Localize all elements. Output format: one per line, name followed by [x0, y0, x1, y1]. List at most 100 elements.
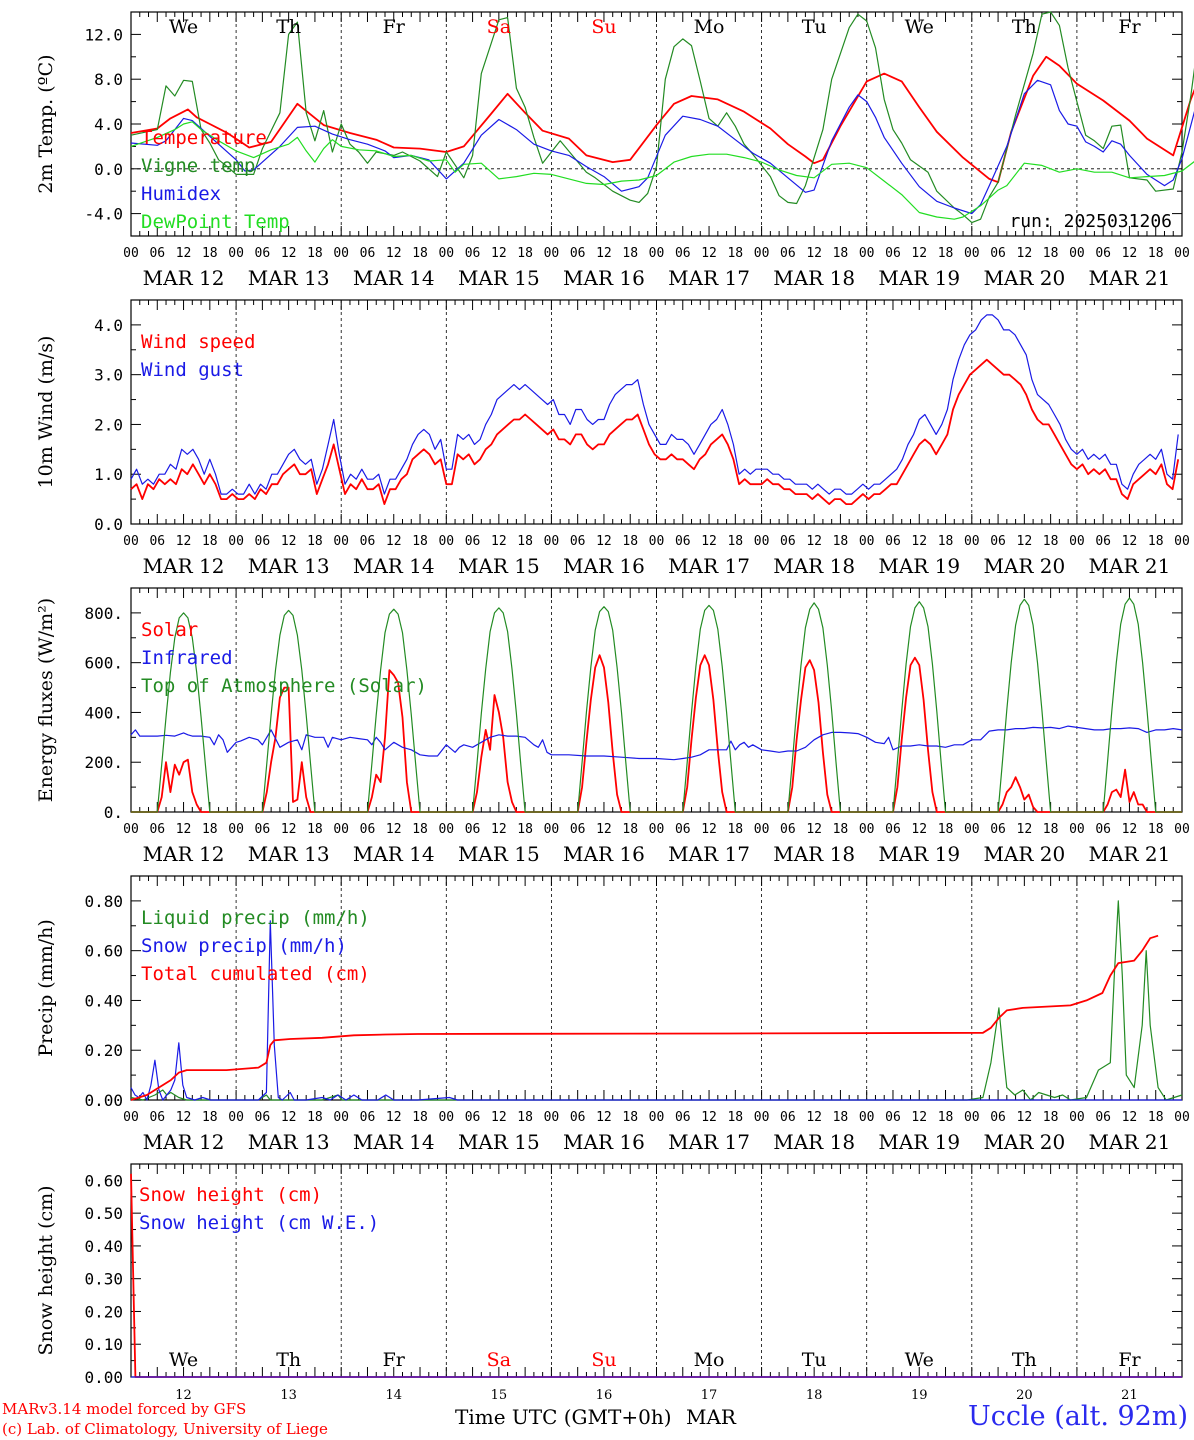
x-hour-label: 12: [281, 246, 297, 261]
x-hour-label: 00: [754, 534, 770, 549]
x-hour-label: 06: [255, 534, 271, 549]
x-hour-label: 00: [228, 822, 244, 837]
x-hour-label: 18: [1148, 1110, 1164, 1125]
x-hour-label: 06: [149, 534, 165, 549]
legend-entry: Liquid precip (mm/h): [141, 907, 370, 929]
legend-entry: Snow height (cm): [139, 1184, 322, 1206]
x-hour-label: 12: [1017, 1110, 1033, 1125]
x-hour-label: 18: [517, 1110, 533, 1125]
x-day-label: MAR 12: [143, 1130, 225, 1154]
weekday-label: Fr: [1118, 16, 1141, 38]
weekday-label: Mo: [694, 1349, 725, 1371]
x-hour-label: 18: [622, 246, 638, 261]
x-hour-label: 00: [123, 246, 139, 261]
series-group: [130, 1173, 1182, 1378]
x-hour-label: 18: [1043, 534, 1059, 549]
x-hour-label: 00: [754, 246, 770, 261]
x-hour-label: 18: [1148, 246, 1164, 261]
x-day-label: MAR 21: [1089, 554, 1171, 578]
legend-entry: Total cumulated (cm): [141, 963, 370, 985]
legend-entry: Temperature: [141, 127, 267, 149]
weekday-label: We: [905, 1349, 934, 1371]
x-hour-label: 00: [859, 534, 875, 549]
y-tick-label: 4.0: [94, 115, 123, 134]
series-snow-precip-mm-h: [130, 920, 1182, 1101]
x-day-label: MAR 21: [1089, 842, 1171, 866]
x-hour-label: 06: [1095, 534, 1111, 549]
x-day-label: MAR 13: [248, 554, 330, 578]
x-hour-label: 06: [780, 246, 796, 261]
x-hour-label: 00: [1069, 534, 1085, 549]
x-hour-label: 06: [360, 1110, 376, 1125]
x-hour-label: 18: [833, 1110, 849, 1125]
x-hour-label: 06: [360, 246, 376, 261]
panel-5: 0.00 0.10 0.20 0.30 0.40 0.50 0.60 Snow height …: [35, 1163, 1183, 1403]
legend-entry: Wind speed: [141, 331, 255, 353]
y-tick-label: 3.0: [94, 366, 123, 385]
series-infrared: [130, 725, 1183, 761]
x-day-number: 16: [596, 1388, 613, 1403]
x-hour-label: 12: [701, 822, 717, 837]
x-hour-label: 06: [465, 822, 481, 837]
x-hour-label: 18: [938, 822, 954, 837]
panel-1: -4.0 0.0 4.0 8.0 12.0 2m Temp. (ºC) Temperatur…: [35, 11, 1194, 290]
x-hour-label: 00: [964, 534, 980, 549]
x-hour-label: 00: [649, 1110, 665, 1125]
series-dewpoint-temp: [130, 121, 1194, 220]
x-hour-label: 06: [675, 1110, 691, 1125]
x-hour-label: 06: [360, 822, 376, 837]
x-hour-label: 12: [806, 822, 822, 837]
x-hour-label: 00: [1069, 246, 1085, 261]
x-hour-label: 06: [1095, 246, 1111, 261]
x-hour-label: 00: [438, 822, 454, 837]
weekday-label: Mo: [694, 16, 725, 38]
x-hour-label: 06: [675, 246, 691, 261]
y-tick-label: 600.: [84, 654, 123, 673]
x-hour-label: 18: [412, 822, 428, 837]
x-hour-label: 00: [1174, 534, 1190, 549]
x-hour-label: 18: [202, 534, 218, 549]
x-day-number: 14: [385, 1388, 402, 1403]
x-day-label: MAR 15: [458, 266, 540, 290]
y-tick-label: 12.0: [84, 25, 123, 44]
x-hour-label: 00: [649, 534, 665, 549]
x-hour-label: 18: [938, 246, 954, 261]
x-hour-label: 12: [1017, 534, 1033, 549]
weekday-label: Fr: [1118, 1349, 1141, 1371]
x-hour-label: 00: [1069, 822, 1085, 837]
x-hour-label: 06: [675, 822, 691, 837]
x-day-number: 19: [911, 1388, 928, 1403]
x-hour-label: 00: [333, 246, 349, 261]
legend-entry: Humidex: [141, 183, 221, 205]
x-hour-label: 06: [255, 246, 271, 261]
x-hour-label: 18: [307, 534, 323, 549]
x-hour-label: 06: [990, 246, 1006, 261]
x-hour-label: 06: [149, 246, 165, 261]
x-hour-label: 06: [149, 1110, 165, 1125]
credit-line-2: (c) Lab. of Climatology, University of L…: [2, 1420, 328, 1438]
x-hour-label: 12: [911, 1110, 927, 1125]
weekday-label: Su: [591, 16, 616, 38]
y-tick-label: 8.0: [94, 70, 123, 89]
x-day-number: 17: [701, 1388, 718, 1403]
x-hour-label: 12: [701, 534, 717, 549]
x-hour-label: 00: [859, 822, 875, 837]
x-day-label: MAR 14: [353, 266, 435, 290]
x-hour-label: 06: [149, 822, 165, 837]
x-hour-label: 12: [491, 246, 507, 261]
x-hour-label: 00: [964, 1110, 980, 1125]
x-hour-label: 18: [202, 246, 218, 261]
x-day-label: MAR 12: [143, 266, 225, 290]
x-hour-label: 06: [465, 534, 481, 549]
x-day-label: MAR 12: [143, 554, 225, 578]
x-hour-label: 06: [990, 534, 1006, 549]
credit-text: MARv3.14 model forced by GFS (c) Lab. of…: [2, 1399, 328, 1439]
x-day-label: MAR 14: [353, 554, 435, 578]
series-group: [130, 11, 1194, 224]
x-hour-label: 00: [1174, 1110, 1190, 1125]
x-hour-label: 06: [255, 822, 271, 837]
x-day-label: MAR 17: [668, 554, 750, 578]
x-hour-label: 06: [990, 822, 1006, 837]
series-wind-gust: [130, 314, 1179, 495]
